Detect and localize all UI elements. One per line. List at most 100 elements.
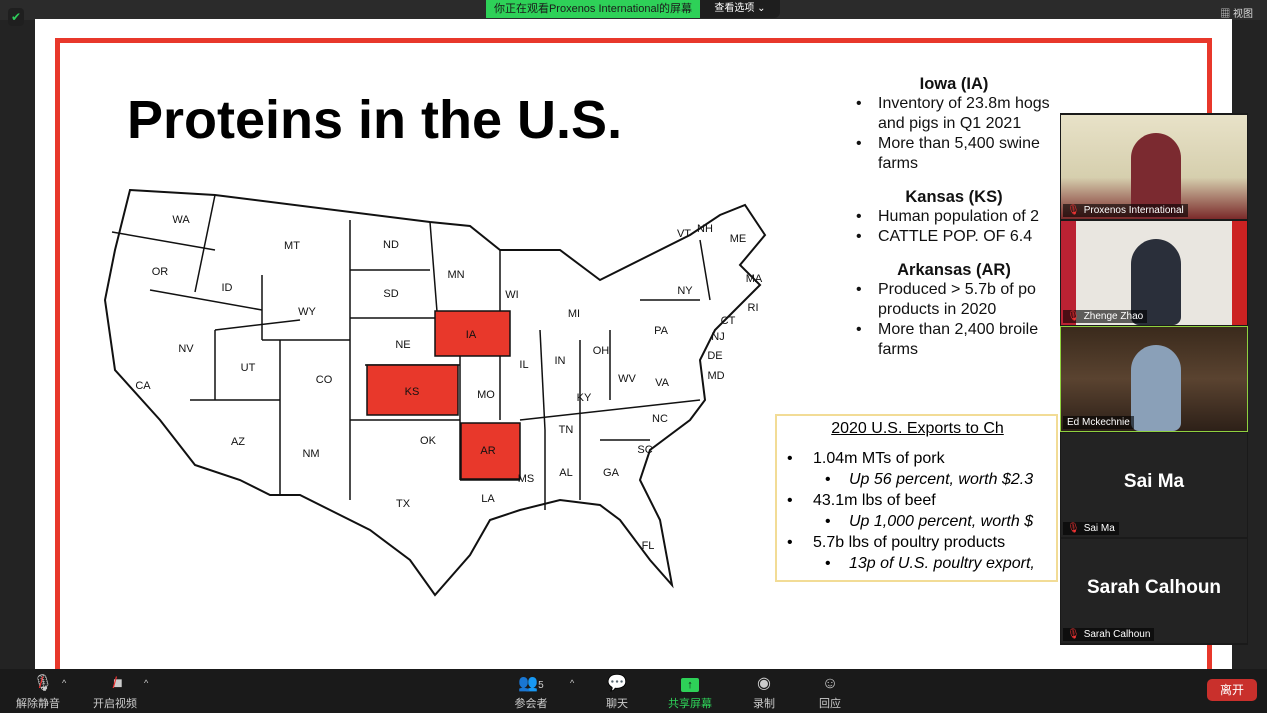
participant-name: Sai Ma: [1083, 523, 1115, 534]
meeting-toolbar: [0, 669, 1267, 713]
participant-name: Sarah Calhoun: [1083, 629, 1151, 640]
chat-icon: 💬: [607, 675, 627, 692]
participant-name-large: Sai Ma: [1123, 471, 1185, 492]
audio-options-caret[interactable]: ^: [62, 678, 67, 688]
participant-tile[interactable]: 🎙 Proxenos International: [1061, 115, 1247, 219]
state-label-tn: TN: [559, 424, 574, 436]
view-options-button[interactable]: 查看选项 ⌄: [700, 0, 780, 18]
view-button[interactable]: ▦ 视图: [1220, 9, 1253, 20]
state-label-md: MD: [707, 370, 724, 382]
section-bullets: Produced > 5.7b of po products in 2020Mo…: [850, 280, 1058, 360]
state-border: [194, 194, 216, 293]
video-off-icon: ■/: [112, 675, 123, 692]
participant-tile[interactable]: Sarah Calhoun 🎙 Sarah Calhoun: [1061, 539, 1247, 643]
participant-name-label: 🎙 Proxenos International: [1063, 204, 1188, 217]
participants-caret[interactable]: ^: [570, 678, 575, 688]
participant-video: [1131, 345, 1181, 431]
state-label-or: OR: [152, 266, 169, 278]
unmute-button[interactable]: 🎙/解除静音: [12, 673, 64, 711]
mic-muted-icon: 🎙: [1067, 629, 1080, 640]
state-label-ok: OK: [420, 435, 437, 447]
export-item: 5.7b lbs of poultry products: [785, 532, 1050, 553]
bullet-item: Human population of 2: [850, 207, 1058, 227]
grid-icon: ▦: [1220, 9, 1233, 20]
state-label-il: IL: [519, 359, 528, 371]
state-border: [149, 289, 263, 311]
state-label-ct: CT: [721, 315, 736, 327]
state-label-ma: MA: [746, 273, 763, 285]
bullet-item: More than 5,400 swine farms: [850, 134, 1058, 174]
security-shield-icon[interactable]: ✔: [8, 8, 24, 26]
participant-tile[interactable]: Ed Mckechnie: [1060, 326, 1248, 432]
reactions-button[interactable]: ☺ 回应: [814, 673, 846, 711]
mic-muted-icon: 🎙: [1067, 523, 1080, 534]
state-label-mi: MI: [568, 308, 580, 320]
screen-share-banner: 你正在观看Proxenos International的屏幕: [486, 0, 700, 18]
state-label-de: DE: [707, 350, 722, 362]
state-label-wa: WA: [172, 214, 190, 226]
participant-name-label: 🎙 Sarah Calhoun: [1063, 628, 1155, 641]
bullet-item: CATTLE POP. OF 6.4: [850, 227, 1058, 247]
section-heading: Iowa (IA): [919, 75, 989, 93]
exports-heading: 2020 U.S. Exports to Ch: [831, 420, 1004, 437]
state-border: [214, 319, 301, 331]
state-label-oh: OH: [593, 345, 610, 357]
participant-name: Proxenos International: [1083, 205, 1184, 216]
state-label-mt: MT: [284, 240, 300, 252]
start-video-button[interactable]: ■/开启视频: [88, 673, 142, 711]
state-ar-highlight: [460, 422, 521, 480]
state-label-fl: FL: [642, 540, 655, 552]
state-label-nd: ND: [383, 239, 399, 251]
state-label-wi: WI: [505, 289, 518, 301]
us-map: WA OR ID MT WY ND SD NE MN IA WI MI IL IN OH PA NY VT NH ME…: [103, 188, 767, 597]
state-label-al: AL: [559, 467, 572, 479]
state-label-tx: TX: [396, 498, 411, 510]
participant-video-panel: 🎙 Proxenos International 🎙 Zhenge Zhao Ed Mc…: [1060, 113, 1248, 645]
participant-tile[interactable]: Sai Ma 🎙 Sai Ma: [1061, 433, 1247, 537]
participant-name-label: Ed Mckechnie: [1063, 416, 1134, 429]
export-item: 1.04m MTs of pork: [785, 448, 1050, 469]
share-screen-button[interactable]: ↑ 共享屏幕: [666, 673, 714, 711]
state-label-ca: CA: [135, 380, 151, 392]
state-label-ny: NY: [677, 285, 693, 297]
export-item: 43.1m lbs of beef: [785, 490, 1050, 511]
video-options-caret[interactable]: ^: [144, 678, 149, 688]
state-label-nv: NV: [178, 343, 194, 355]
leave-button[interactable]: 离开: [1207, 679, 1257, 701]
emoji-icon: ☺: [821, 675, 839, 692]
section-heading: Kansas (KS): [905, 188, 1003, 206]
state-label-ia: IA: [466, 329, 477, 341]
state-label-mn: MN: [447, 269, 464, 281]
state-label-nh: NH: [697, 223, 713, 235]
state-label-nc: NC: [652, 413, 668, 425]
state-label-ne: NE: [395, 339, 410, 351]
participant-name-label: 🎙 Sai Ma: [1063, 522, 1119, 535]
state-label-ar: AR: [480, 445, 495, 457]
bullet-item: Produced > 5.7b of po products in 2020: [850, 280, 1058, 320]
state-info: Iowa (IA)Inventory of 23.8m hogs and pig…: [850, 75, 1058, 360]
state-label-ga: GA: [603, 467, 620, 479]
participant-name: Zhenge Zhao: [1083, 311, 1144, 322]
participant-name: Ed Mckechnie: [1067, 417, 1130, 428]
state-label-ks: KS: [405, 386, 420, 398]
state-border: [539, 329, 546, 431]
mic-muted-icon: 🎙: [1067, 205, 1080, 216]
state-label-ut: UT: [241, 362, 256, 374]
record-button[interactable]: ◉ 录制: [748, 673, 780, 711]
participant-tile[interactable]: 🎙 Zhenge Zhao: [1061, 221, 1247, 325]
exports-box: 2020 U.S. Exports to Ch 1.04m MTs of pork…: [775, 414, 1058, 582]
state-label-nj: NJ: [711, 331, 724, 343]
state-label-sc: SC: [637, 444, 652, 456]
export-subitem: 13p of U.S. poultry export,: [785, 553, 1050, 574]
participants-button[interactable]: 👥5 参会者: [514, 675, 548, 710]
state-label-vt: VT: [677, 228, 691, 240]
chat-button[interactable]: 💬 聊天: [600, 673, 634, 711]
state-label-sd: SD: [383, 288, 398, 300]
state-label-mo: MO: [477, 389, 495, 401]
participant-name-large: Sarah Calhoun: [1086, 577, 1222, 598]
section-bullets: Human population of 2CATTLE POP. OF 6.4: [850, 207, 1058, 247]
state-label-la: LA: [481, 493, 495, 505]
section-heading: Arkansas (AR): [897, 261, 1011, 279]
state-border: [519, 399, 701, 421]
bullet-item: More than 2,400 broile farms: [850, 320, 1058, 360]
